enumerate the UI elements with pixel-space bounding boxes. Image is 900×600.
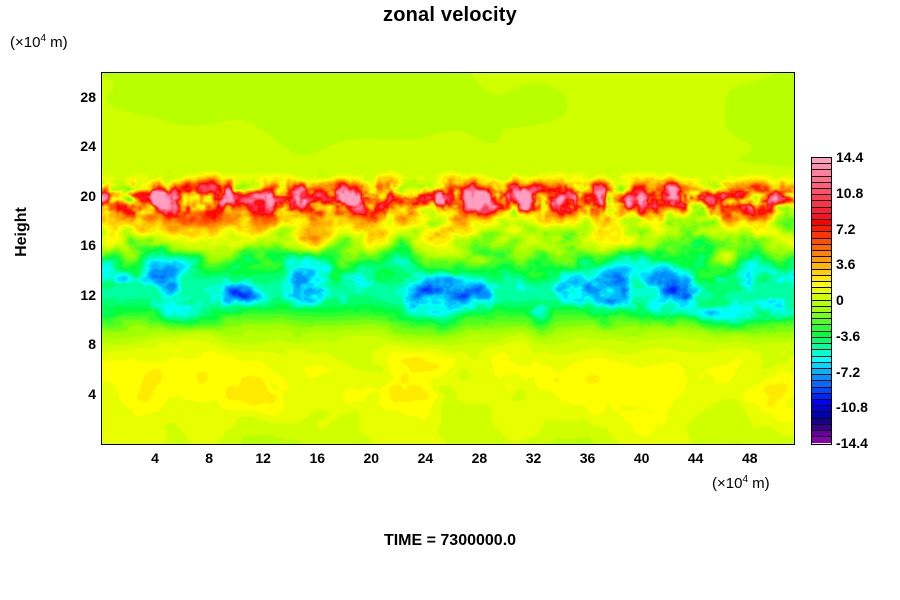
time-annotation: TIME = 7300000.0 — [383, 532, 517, 549]
colorbar-band — [812, 238, 831, 245]
colorbar-band — [812, 368, 831, 376]
y-axis-title: Height — [13, 207, 30, 257]
colorbar-band — [812, 424, 831, 431]
colorbar-tick-label: -3.6 — [836, 327, 861, 344]
colorbar-band — [812, 362, 831, 369]
x-tick-label: 20 — [363, 450, 380, 466]
y-tick-label: 12 — [80, 286, 96, 303]
colorbar-band — [812, 393, 831, 400]
y-unit-suffix: m) — [46, 34, 68, 51]
colorbar-band — [812, 356, 831, 363]
colorbar-tick-labels: 14.4 10.8 7.2 3.6 0 -3.6 -7.2 -10.8 -14.4 — [836, 149, 896, 451]
colorbar-tick-label: -14.4 — [836, 435, 868, 451]
colorbar-band — [812, 263, 831, 270]
y-unit-prefix: (×10 — [10, 34, 41, 51]
colorbar-band — [812, 176, 831, 183]
x-tick-label: 24 — [417, 450, 434, 466]
x-axis-tick-labels: 4 8 12 16 20 24 28 32 36 40 44 48 — [101, 450, 793, 470]
colorbar-band — [812, 164, 831, 171]
x-tick-label: 4 — [151, 450, 159, 466]
colorbar-band — [812, 331, 831, 338]
x-unit-prefix: (×10 — [712, 475, 743, 492]
colorbar-band — [812, 251, 831, 258]
colorbar-tick-label: -10.8 — [836, 399, 868, 416]
colorbar-band — [812, 325, 831, 332]
colorbar-band — [812, 381, 831, 388]
colorbar-band — [812, 350, 831, 357]
x-tick-label: 8 — [205, 450, 214, 466]
colorbar-band — [812, 213, 831, 221]
x-tick-label: 40 — [633, 450, 650, 466]
colorbar-band — [812, 201, 831, 208]
colorbar-band — [812, 313, 831, 320]
colorbar-band — [812, 375, 831, 382]
y-tick-label: 16 — [80, 237, 96, 254]
x-tick-label: 48 — [741, 450, 758, 466]
x-tick-label: 16 — [309, 450, 326, 466]
colorbar-band — [812, 288, 831, 295]
y-tick-label: 24 — [80, 138, 96, 155]
colorbar-band — [812, 437, 831, 444]
colorbar-tick-label: 10.8 — [836, 184, 864, 201]
colorbar-band — [812, 430, 831, 438]
colorbar-tick-label: 3.6 — [836, 256, 856, 273]
velocity-field-canvas — [102, 73, 794, 444]
colorbar-band — [812, 269, 831, 276]
x-tick-label: 36 — [579, 450, 596, 466]
colorbar-band — [812, 399, 831, 407]
x-axis-unit-label: (×104 m) — [712, 474, 770, 492]
y-axis-tick-labels: 4 8 12 16 20 24 28 — [52, 72, 96, 443]
y-unit-exponent: 4 — [40, 33, 47, 44]
x-tick-label: 12 — [255, 450, 271, 466]
colorbar-tick-label: 14.4 — [836, 149, 864, 165]
colorbar-band — [812, 319, 831, 326]
colorbar-band — [812, 195, 831, 202]
colorbar-band — [812, 294, 831, 301]
page-title: zonal velocity — [383, 4, 517, 26]
colorbar-band — [812, 344, 831, 351]
colorbar-band — [812, 275, 831, 283]
y-tick-label: 20 — [80, 187, 96, 204]
x-tick-label: 32 — [525, 450, 542, 466]
colorbar-band — [812, 182, 831, 190]
x-tick-label: 44 — [687, 450, 704, 466]
colorbar-band — [812, 337, 831, 345]
x-unit-exponent: 4 — [742, 474, 749, 485]
colorbar-band — [812, 226, 831, 233]
colorbar-band — [812, 244, 831, 252]
colorbar-band — [812, 220, 831, 227]
colorbar — [811, 157, 832, 445]
colorbar-band — [812, 282, 831, 289]
colorbar-band — [812, 207, 831, 214]
x-tick-label: 28 — [471, 450, 488, 466]
x-unit-suffix: m) — [748, 475, 770, 492]
colorbar-band — [812, 170, 831, 177]
colorbar-tick-label: -7.2 — [836, 363, 861, 380]
colorbar-band — [812, 257, 831, 264]
colorbar-band — [812, 189, 831, 196]
y-tick-label: 4 — [88, 385, 96, 402]
colorbar-band — [812, 387, 831, 394]
colorbar-band — [812, 406, 831, 413]
colorbar-band — [812, 418, 831, 425]
y-tick-label: 8 — [88, 336, 96, 353]
colorbar-band — [812, 412, 831, 419]
colorbar-band — [812, 232, 831, 239]
colorbar-band — [812, 300, 831, 307]
colorbar-tick-label: 0 — [836, 292, 844, 308]
y-tick-label: 28 — [80, 88, 96, 105]
colorbar-band — [812, 158, 831, 165]
colorbar-tick-label: 7.2 — [836, 220, 856, 237]
colorbar-band — [812, 306, 831, 314]
y-axis-unit-label: (×104 m) — [10, 33, 68, 51]
contour-plot-area[interactable] — [101, 72, 795, 445]
